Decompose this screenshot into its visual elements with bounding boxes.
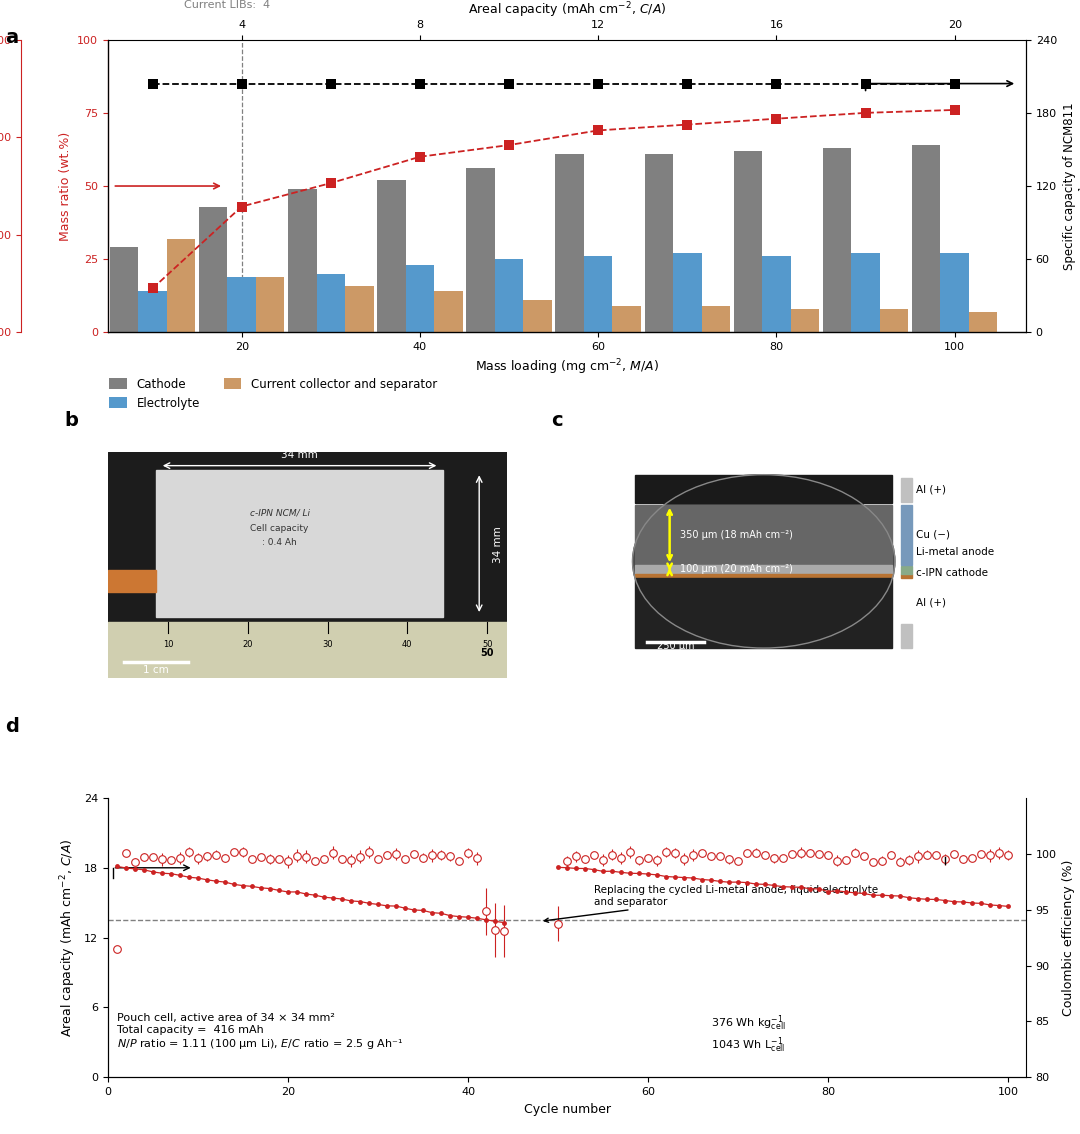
Text: 250 μm: 250 μm: [657, 641, 694, 651]
Y-axis label: Areal capacity (mAh cm$^{-2}$, $C/A$): Areal capacity (mAh cm$^{-2}$, $C/A$): [59, 838, 79, 1036]
X-axis label: Mass loading (mg cm$^{-2}$, $M/A$): Mass loading (mg cm$^{-2}$, $M/A$): [475, 357, 659, 378]
Bar: [584, 256, 612, 332]
Text: Replacing the cycled Li-metal anode, liquid electrolyte
and separator: Replacing the cycled Li-metal anode, liq…: [544, 886, 878, 922]
Bar: [762, 256, 791, 332]
Bar: [555, 154, 584, 332]
Bar: [166, 238, 195, 332]
Bar: [912, 145, 941, 332]
Bar: [901, 624, 912, 648]
Bar: [467, 169, 495, 332]
Bar: [316, 273, 346, 332]
Bar: [969, 312, 998, 332]
Bar: [346, 286, 374, 332]
Text: 20: 20: [242, 640, 253, 649]
Text: 50: 50: [482, 640, 492, 649]
Bar: [635, 475, 892, 503]
Y-axis label: Coulombic efficiency (%): Coulombic efficiency (%): [1063, 860, 1076, 1016]
Bar: [156, 471, 443, 617]
Bar: [495, 260, 524, 332]
Text: c: c: [551, 411, 563, 430]
Bar: [941, 253, 969, 332]
Bar: [880, 308, 908, 332]
Text: 30: 30: [322, 640, 333, 649]
Bar: [108, 569, 156, 592]
Text: : 0.4 Ah: : 0.4 Ah: [262, 538, 297, 547]
Legend: Cathode, Electrolyte, Current collector and separator: Cathode, Electrolyte, Current collector …: [105, 373, 442, 414]
Bar: [108, 621, 508, 678]
Bar: [645, 154, 673, 332]
Bar: [110, 247, 138, 332]
Bar: [635, 565, 892, 574]
Text: Al (+): Al (+): [916, 598, 946, 608]
Text: d: d: [5, 717, 19, 736]
Bar: [138, 291, 166, 332]
X-axis label: Areal capacity (mAh cm$^{-2}$, $C/A$): Areal capacity (mAh cm$^{-2}$, $C/A$): [468, 0, 666, 20]
Text: Li-metal anode: Li-metal anode: [916, 547, 995, 557]
Bar: [733, 151, 762, 332]
Circle shape: [633, 475, 895, 648]
Bar: [228, 277, 256, 332]
Y-axis label: Specific capacity of NCM811
(mAh g$_{\mathrm{NCM811}}^{-1}$, $C_{\mathrm{sp}}$): Specific capacity of NCM811 (mAh g$_{\ma…: [1063, 102, 1080, 270]
Text: Pouch cell, active area of 34 × 34 mm²
Total capacity =  416 mAh
$N/P$ ratio = 1: Pouch cell, active area of 34 × 34 mm² T…: [117, 1014, 403, 1051]
Text: Current LIBs:  4: Current LIBs: 4: [185, 0, 270, 10]
Bar: [256, 277, 284, 332]
Bar: [406, 265, 434, 332]
Text: 1 cm: 1 cm: [143, 665, 168, 675]
X-axis label: Cycle number: Cycle number: [524, 1102, 610, 1116]
Text: 34 mm: 34 mm: [494, 526, 503, 564]
Bar: [288, 189, 316, 332]
Text: 40: 40: [402, 640, 413, 649]
Bar: [702, 306, 730, 332]
Text: c-IPN NCM/ Li: c-IPN NCM/ Li: [249, 508, 310, 517]
Bar: [434, 291, 462, 332]
Bar: [635, 578, 892, 648]
Bar: [635, 505, 892, 565]
Bar: [901, 566, 912, 574]
Text: Al (+): Al (+): [916, 484, 946, 494]
Text: 10: 10: [163, 640, 173, 649]
Y-axis label: Mass ratio (wt.%): Mass ratio (wt.%): [58, 132, 71, 240]
Bar: [377, 180, 406, 332]
Bar: [673, 253, 702, 332]
Text: 100 μm (20 mAh cm⁻²): 100 μm (20 mAh cm⁻²): [679, 565, 793, 575]
Text: Cell capacity: Cell capacity: [251, 524, 309, 533]
Text: 350 μm (18 mAh cm⁻²): 350 μm (18 mAh cm⁻²): [679, 530, 793, 540]
Bar: [901, 505, 912, 565]
Text: 50: 50: [481, 648, 494, 658]
Bar: [901, 477, 912, 502]
Text: c-IPN cathode: c-IPN cathode: [916, 568, 988, 577]
Text: b: b: [65, 411, 79, 430]
Bar: [901, 574, 912, 578]
Text: Cu (−): Cu (−): [916, 530, 950, 540]
Text: 376 Wh kg$_{\mathrm{cell}}^{-1}$
1043 Wh L$_{\mathrm{cell}}^{-1}$: 376 Wh kg$_{\mathrm{cell}}^{-1}$ 1043 Wh…: [711, 1014, 785, 1055]
Bar: [791, 308, 820, 332]
Bar: [851, 253, 880, 332]
Bar: [823, 147, 851, 332]
Text: a: a: [5, 28, 18, 48]
Bar: [524, 301, 552, 332]
Bar: [635, 574, 892, 577]
Text: 34 mm: 34 mm: [281, 450, 318, 460]
Bar: [612, 306, 640, 332]
Bar: [199, 206, 228, 332]
